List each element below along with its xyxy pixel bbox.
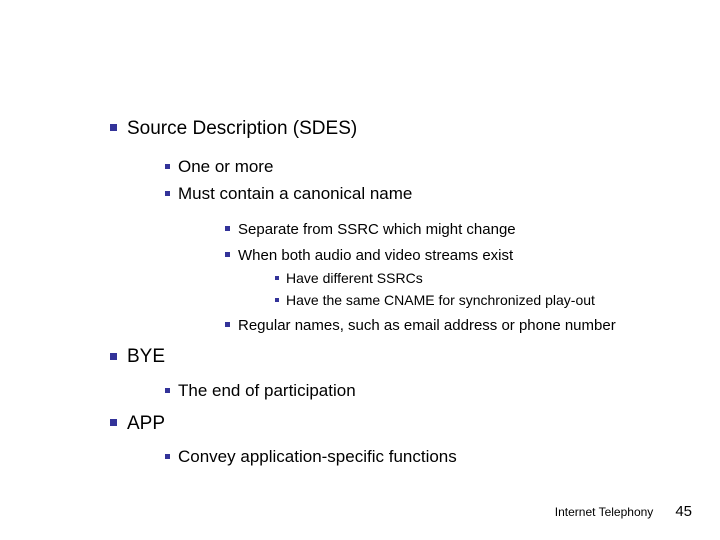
- bullet-icon: [225, 226, 230, 231]
- text: Have different SSRCs: [286, 270, 423, 286]
- bye-title: BYE: [127, 346, 165, 367]
- bullet-icon: [165, 191, 170, 196]
- footer: Internet Telephony 45: [555, 503, 692, 520]
- item-sdes-sub2-2-2: Have the same CNAME for synchronized pla…: [275, 291, 720, 310]
- bullet-icon: [110, 419, 117, 426]
- item-sdes-sub1: One or more: [165, 156, 720, 179]
- item-sdes-sub2-2-1: Have different SSRCs: [275, 269, 720, 288]
- bullet-icon: [165, 388, 170, 393]
- text: The end of participation: [178, 381, 356, 400]
- text: Separate from SSRC which might change: [238, 221, 516, 238]
- item-sdes-sub2-1: Separate from SSRC which might change: [225, 220, 720, 240]
- text: Must contain a canonical name: [178, 184, 412, 203]
- footer-label: Internet Telephony: [555, 505, 654, 519]
- bullet-icon: [225, 252, 230, 257]
- text: Have the same CNAME for synchronized pla…: [286, 292, 595, 308]
- slide: Source Description (SDES) One or more Mu…: [0, 0, 720, 540]
- item-sdes-sub2-3: Regular names, such as email address or …: [225, 316, 720, 336]
- text: When both audio and video streams exist: [238, 247, 513, 264]
- item-sdes-sub2: Must contain a canonical name: [165, 183, 720, 206]
- bullet-icon: [275, 298, 279, 302]
- text: Convey application-specific functions: [178, 447, 457, 466]
- bullet-icon: [110, 353, 117, 360]
- item-app: APP: [110, 411, 720, 437]
- app-title: APP: [127, 413, 165, 434]
- bullet-icon: [110, 124, 117, 131]
- text: Regular names, such as email address or …: [238, 317, 616, 334]
- text: One or more: [178, 157, 273, 176]
- item-sdes-sub2-2: When both audio and video streams exist: [225, 246, 720, 266]
- item-bye-sub1: The end of participation: [165, 380, 720, 403]
- item-app-sub1: Convey application-specific functions: [165, 446, 720, 469]
- sdes-title: Source Description (SDES): [127, 118, 357, 139]
- page-number: 45: [675, 503, 692, 520]
- item-sdes: Source Description (SDES): [110, 116, 720, 142]
- bullet-icon: [165, 454, 170, 459]
- bullet-icon: [225, 322, 230, 327]
- item-bye: BYE: [110, 344, 720, 370]
- bullet-icon: [275, 276, 279, 280]
- bullet-icon: [165, 164, 170, 169]
